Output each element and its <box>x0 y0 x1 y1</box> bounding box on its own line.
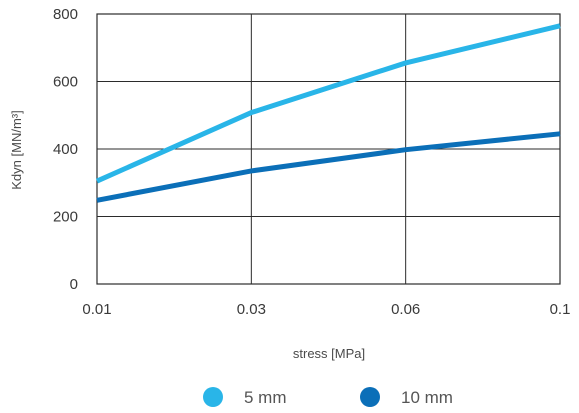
y-tick-label: 600 <box>53 74 78 91</box>
legend-label: 5 mm <box>244 388 287 407</box>
y-axis: 0 200 400 600 800 <box>53 6 78 293</box>
legend-marker <box>360 387 380 407</box>
x-tick-label: 0.03 <box>237 301 266 318</box>
series-line-1 <box>95 23 561 184</box>
y-axis-title: Kdyn [MN/m³] <box>9 110 24 189</box>
x-tick-label: 0.06 <box>391 301 420 318</box>
grid <box>96 13 561 285</box>
y-tick-label: 800 <box>53 6 78 23</box>
y-tick-label: 0 <box>70 276 78 293</box>
x-tick-label: 0.1 <box>550 301 571 318</box>
series-line-2 <box>96 131 561 203</box>
x-axis: 0.01 0.03 0.06 0.1 <box>82 301 570 318</box>
legend: 5 mm 10 mm <box>203 387 453 407</box>
legend-label: 10 mm <box>401 388 453 407</box>
legend-marker <box>203 387 223 407</box>
series-lines <box>95 23 561 203</box>
y-tick-label: 200 <box>53 209 78 226</box>
x-tick-label: 0.01 <box>82 301 111 318</box>
y-tick-label: 400 <box>53 141 78 158</box>
x-axis-title: stress [MPa] <box>293 346 365 361</box>
